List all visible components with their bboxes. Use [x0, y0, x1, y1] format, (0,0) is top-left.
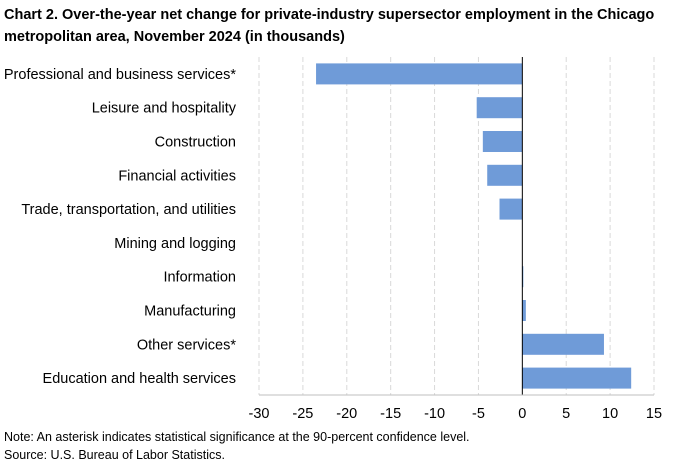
bar — [487, 164, 523, 186]
category-labels: Professional and business services* Leisu… — [4, 67, 237, 387]
bar — [522, 333, 604, 355]
category-label: Education and health services — [43, 371, 236, 387]
category-label: Manufacturing — [144, 304, 236, 320]
bar — [316, 63, 523, 85]
category-label: Other services* — [137, 337, 236, 353]
bar — [522, 300, 526, 321]
bars — [316, 63, 632, 389]
category-label: Leisure and hospitality — [92, 101, 237, 117]
bar — [499, 198, 523, 220]
x-tick-label: 5 — [562, 406, 570, 422]
x-tick-label: -20 — [336, 406, 357, 422]
category-label: Financial activities — [118, 168, 236, 184]
x-tick-label: -10 — [424, 406, 445, 422]
source-note: Source: U.S. Bureau of Labor Statistics. — [4, 448, 225, 462]
axes — [259, 57, 654, 396]
bar — [522, 367, 632, 389]
x-tick-labels: -30 -25 -20 -15 -10 -5 0 5 10 15 — [249, 406, 663, 422]
footnote: Note: An asterisk indicates statistical … — [4, 430, 470, 444]
chart-title: Chart 2. Over-the-year net change for pr… — [4, 7, 655, 45]
x-tick-label: 15 — [646, 406, 662, 422]
category-label: Construction — [155, 135, 236, 151]
x-tick-label: -15 — [380, 406, 401, 422]
category-label: Professional and business services* — [4, 67, 236, 83]
x-tick-label: 10 — [602, 406, 618, 422]
x-tick-label: -25 — [292, 406, 313, 422]
category-label: Mining and logging — [114, 236, 236, 252]
x-tick-label: -5 — [472, 406, 485, 422]
bar — [482, 131, 523, 152]
category-label: Information — [163, 270, 236, 286]
x-tick-label: -30 — [249, 406, 270, 422]
x-tick-label: 0 — [518, 406, 526, 422]
bar — [476, 97, 523, 119]
category-label: Trade, transportation, and utilities — [21, 202, 236, 218]
